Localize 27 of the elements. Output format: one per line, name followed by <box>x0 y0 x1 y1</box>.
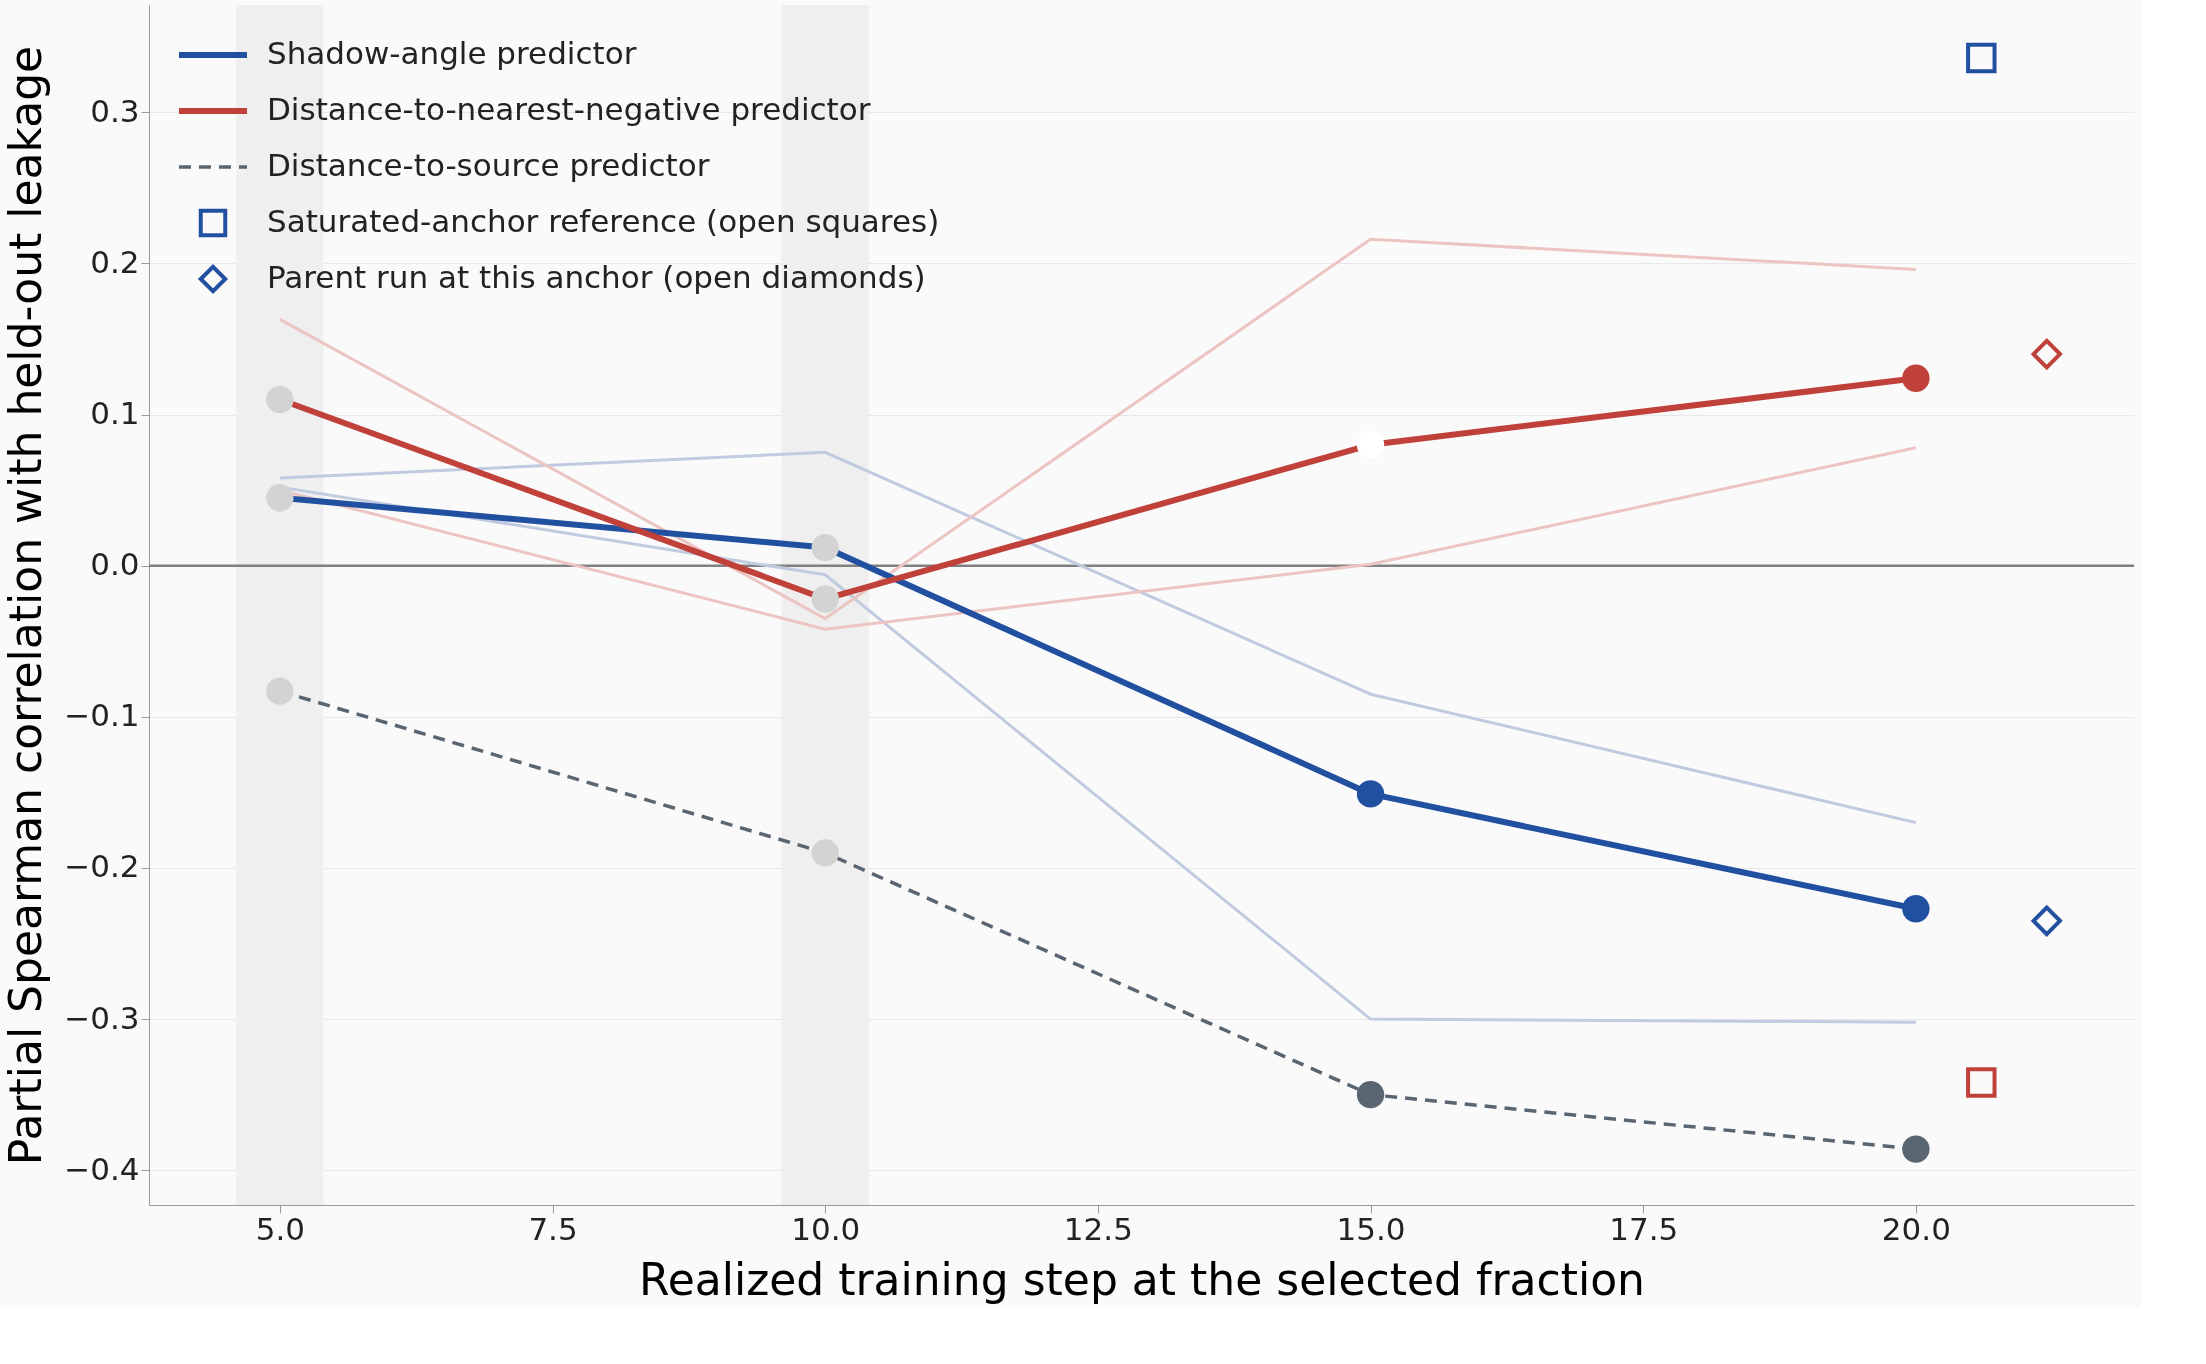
x-tick-label: 15.0 <box>1336 1210 1406 1247</box>
line-series <box>278 450 1918 825</box>
x-tick-label: 10.0 <box>791 1210 861 1247</box>
legend-label: Shadow-angle predictor <box>267 35 637 71</box>
y-tick-label: 0.3 <box>90 92 140 129</box>
y-tick-label: 0.0 <box>90 546 140 583</box>
y-tick-label: 0.2 <box>90 243 140 280</box>
point <box>811 585 839 613</box>
y-tick-label: −0.2 <box>64 848 140 885</box>
x-tick-label: 20.0 <box>1881 1210 1951 1247</box>
x-tick-label: 17.5 <box>1609 1210 1679 1247</box>
x-tick-label: 5.0 <box>255 1210 306 1247</box>
legend-label: Parent run at this anchor (open diamonds) <box>267 259 926 295</box>
x-tick-label: 12.5 <box>1063 1210 1133 1247</box>
y-tick-label: 0.1 <box>90 395 140 432</box>
y-tick-label: −0.1 <box>64 697 140 734</box>
point <box>266 385 294 414</box>
x-tick-label: 7.5 <box>528 1210 578 1247</box>
point <box>1356 1081 1385 1109</box>
legend-label: Distance-to-nearest-negative predictor <box>267 91 871 127</box>
y-axis-title: Partial Spearman correlation with held-out leakage <box>0 45 52 1166</box>
point <box>1902 1135 1930 1163</box>
y-tick-label: −0.4 <box>64 1150 140 1187</box>
legend-label: Distance-to-source predictor <box>267 147 710 183</box>
y-tick-label: −0.3 <box>64 999 140 1036</box>
legend-label: Saturated-anchor reference (open squares) <box>267 203 940 239</box>
x-axis-title: Realized training step at the selected fraction <box>639 1253 1645 1305</box>
